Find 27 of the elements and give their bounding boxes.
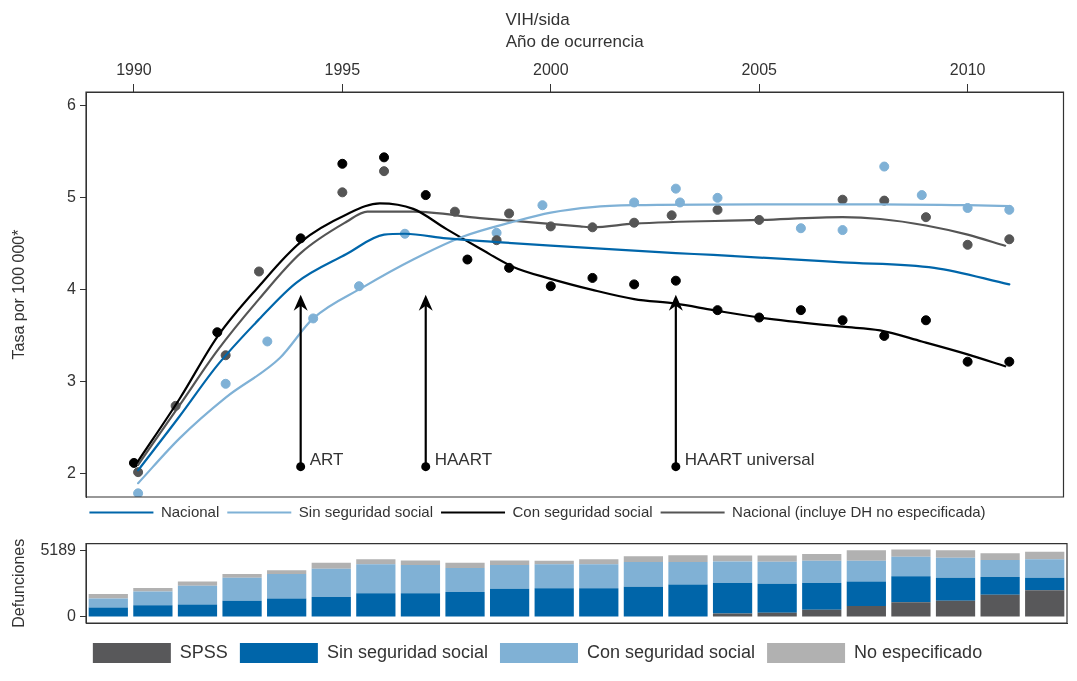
x-tick-label: 1990: [116, 60, 152, 78]
chart-title: VIH/sida: [505, 9, 571, 29]
y-tick-label: 6: [67, 96, 77, 114]
x-tick-label: 2000: [532, 60, 569, 78]
legend-label: Nacional (incluye DH no especificada): [732, 502, 986, 520]
annotation: HAART universal: [684, 449, 815, 469]
x-tick-label: 2010: [949, 60, 986, 78]
legend-label: Nacional: [160, 502, 220, 520]
y-axis-title: Tasa por 100 000*: [10, 229, 28, 360]
annotation: ART: [309, 449, 344, 469]
legend-label: Con seguridad social: [586, 641, 756, 662]
legend-label: SPSS: [179, 641, 228, 662]
y-tick-label: 0: [67, 607, 77, 625]
y-axis-title: Defunciones: [10, 538, 28, 628]
y-tick-label: 3: [67, 372, 77, 390]
annotation: HAART: [434, 449, 493, 469]
legend-label: Con seguridad social: [512, 502, 653, 520]
y-tick-label: 5: [67, 188, 77, 206]
x-tick-label: 1995: [324, 60, 361, 78]
y-tick-label: 2: [67, 464, 77, 482]
y-tick-label: 5189: [40, 541, 77, 559]
legend-label: Sin seguridad social: [326, 641, 488, 662]
legend-label: No especificado: [854, 641, 983, 662]
y-tick-label: 4: [67, 280, 77, 298]
x-axis-title: Año de ocurrencia: [505, 32, 645, 52]
legend-label: Sin seguridad social: [298, 502, 434, 520]
x-tick-label: 2005: [741, 60, 778, 78]
